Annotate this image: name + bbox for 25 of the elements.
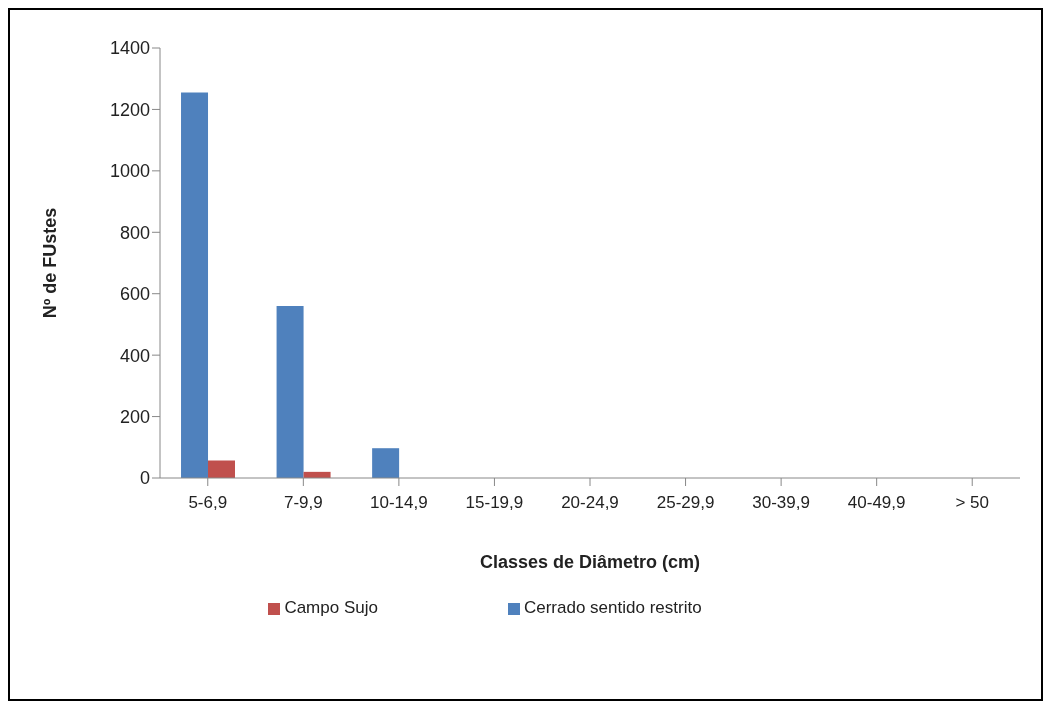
x-tick-label: > 50 — [955, 493, 989, 513]
y-tick-label: 200 — [119, 406, 150, 427]
bar — [276, 306, 304, 478]
y-tick-label: 600 — [119, 284, 150, 305]
y-tick-label: 0 — [139, 468, 150, 489]
y-axis-title: Nº de FUstes — [40, 207, 61, 319]
x-tick-label: 5-6,9 — [188, 493, 228, 513]
x-axis-title: Classes de Diâmetro (cm) — [479, 552, 701, 572]
x-tick-label: 25-29,9 — [656, 493, 715, 513]
bar — [372, 448, 400, 478]
legend-label: Cerrado sentido restrito — [523, 598, 702, 617]
legend-label: Campo Sujo — [284, 598, 378, 617]
x-tick-label: 20-24,9 — [561, 493, 619, 513]
y-tick-label: 800 — [119, 222, 150, 243]
bar — [181, 92, 209, 478]
x-tick-label: 30-39,9 — [752, 493, 810, 513]
x-tick-label: 40-49,9 — [847, 493, 906, 513]
x-tick-label: 10-14,9 — [370, 493, 428, 513]
bar — [208, 460, 236, 478]
y-tick-label: 1200 — [109, 99, 150, 120]
x-tick-label: 15-19,9 — [465, 493, 524, 513]
y-tick-label: 1400 — [109, 38, 150, 59]
y-tick-label: 1000 — [109, 161, 150, 182]
y-tick-label: 400 — [119, 345, 150, 366]
x-tick-label: 7-9,9 — [283, 493, 323, 513]
